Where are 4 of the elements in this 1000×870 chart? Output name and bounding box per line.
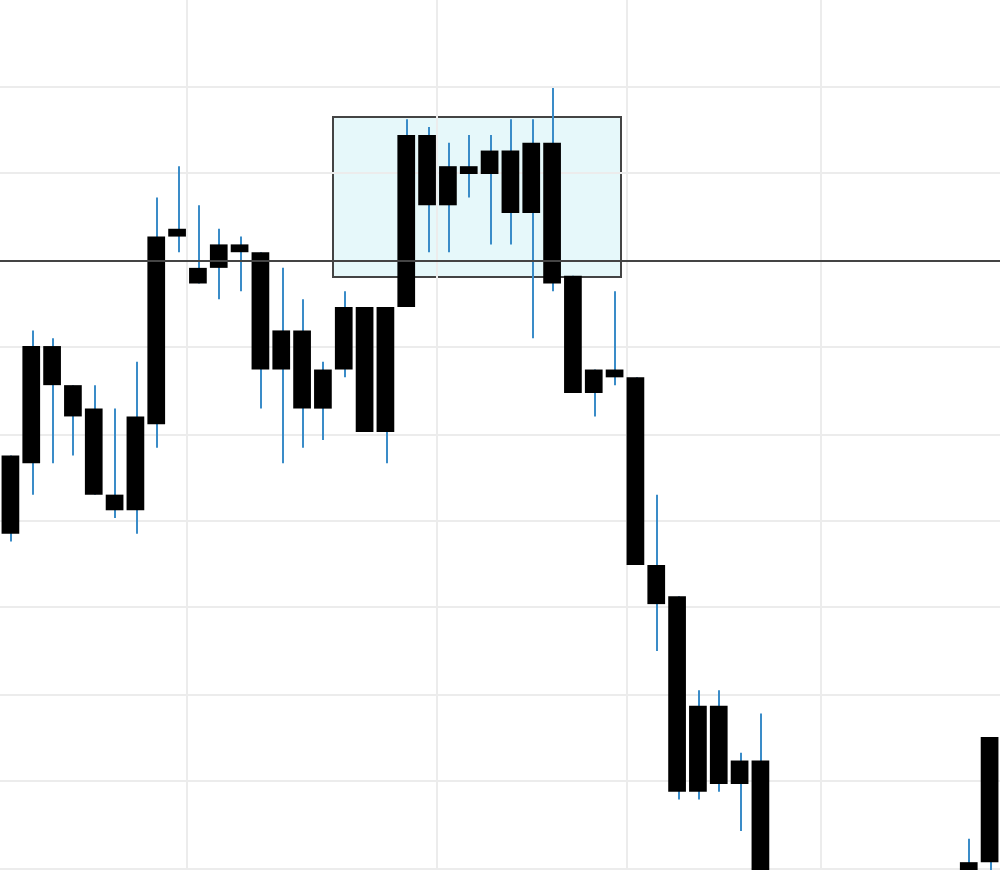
candlestick [168,165,186,254]
candlestick [189,204,207,285]
candlestick [105,407,124,520]
candlestick [959,837,978,870]
